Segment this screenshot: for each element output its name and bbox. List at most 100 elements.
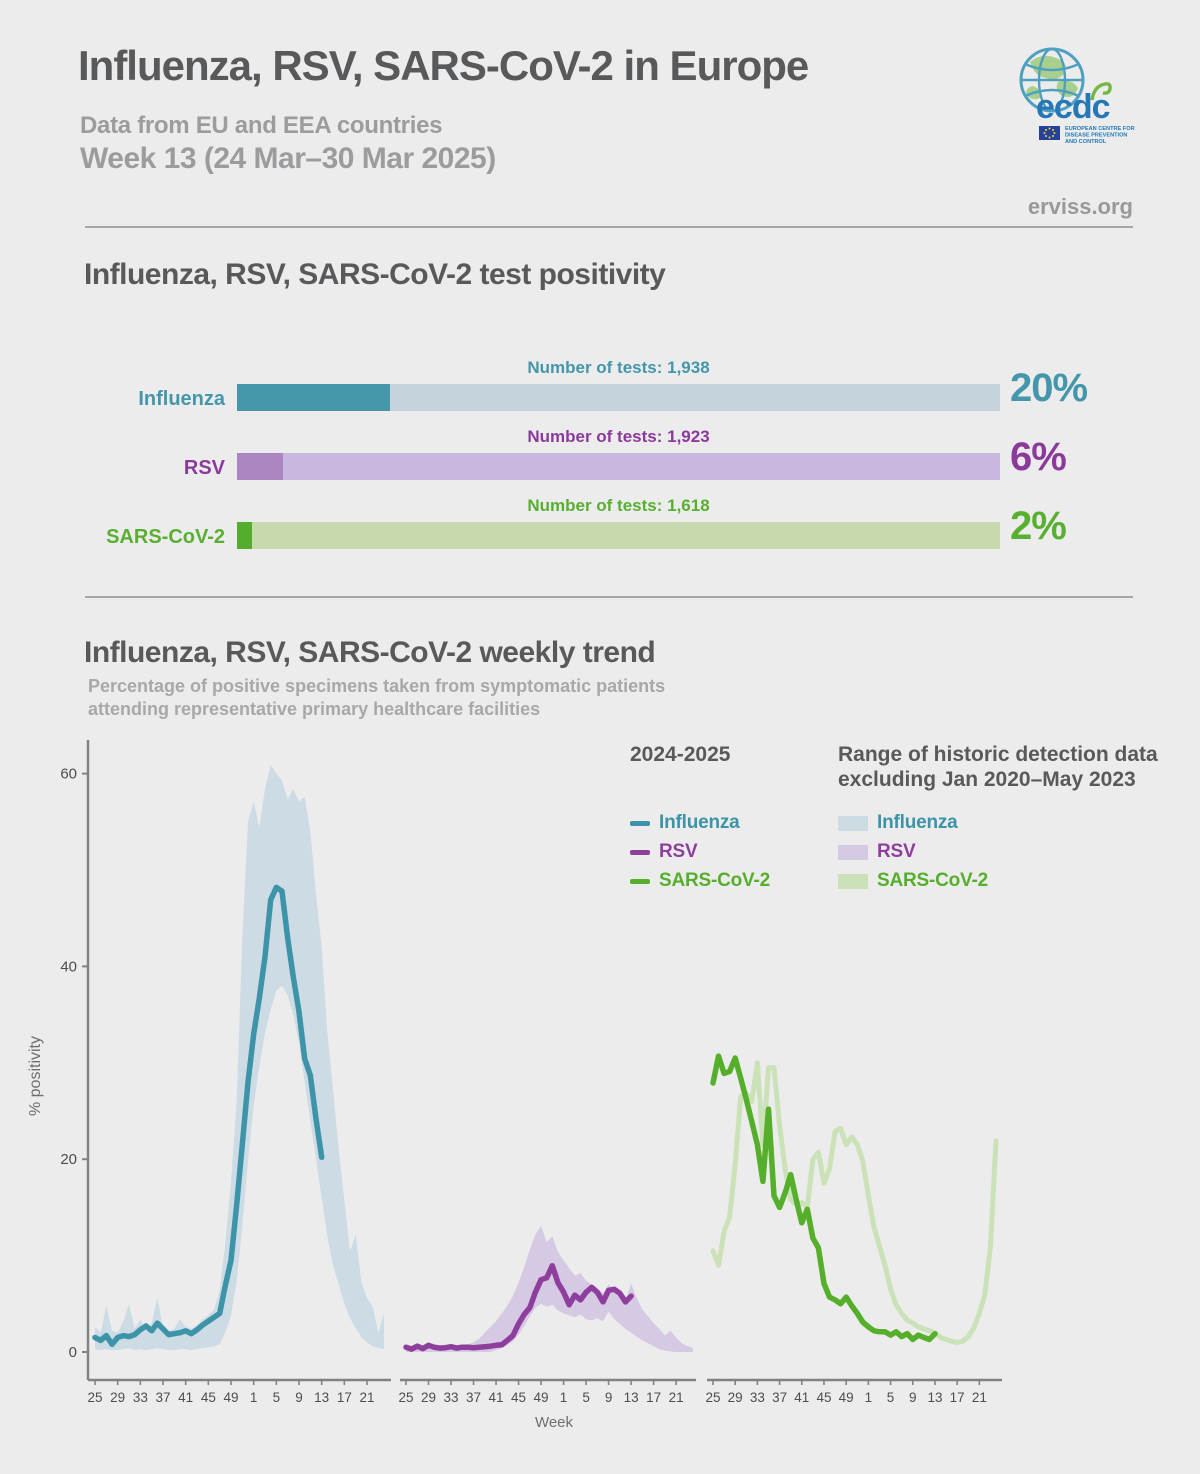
svg-text:5: 5: [582, 1390, 590, 1405]
svg-text:33: 33: [444, 1390, 459, 1405]
sars-cov-2-line-swatch: [630, 878, 650, 884]
positivity-row-rsv: Number of tests: 1,923 RSV 6%: [60, 427, 1160, 485]
rsv-line-swatch: [630, 849, 650, 855]
svg-text:37: 37: [772, 1390, 787, 1405]
legend-historic-sars-cov-2: SARS-CoV-2: [838, 870, 988, 892]
legend-historic-influenza: Influenza: [838, 812, 958, 834]
percent-value: 20%: [1010, 366, 1088, 410]
positivity-bar-fill: [237, 453, 283, 480]
rsv-band-swatch: [838, 844, 868, 860]
virus-label: SARS-CoV-2: [106, 526, 225, 548]
svg-text:AND CONTROL: AND CONTROL: [1065, 139, 1107, 145]
ecdc-logo: ecdc EUROPEAN CENTRE FOR DISEASE PREVENT…: [1019, 47, 1135, 145]
svg-text:17: 17: [646, 1390, 661, 1405]
svg-text:0: 0: [69, 1344, 77, 1361]
svg-text:25: 25: [87, 1390, 102, 1405]
svg-text:5: 5: [273, 1390, 281, 1405]
trend-section-title: Influenza, RSV, SARS-CoV-2 weekly trend: [84, 636, 656, 669]
svg-text:21: 21: [359, 1390, 374, 1405]
svg-text:45: 45: [511, 1390, 526, 1405]
svg-text:9: 9: [295, 1390, 303, 1405]
ecdc-logo-text: ecdc: [1036, 88, 1110, 126]
legend-current-influenza: Influenza: [630, 812, 740, 834]
svg-text:13: 13: [927, 1390, 942, 1405]
positivity-section-title: Influenza, RSV, SARS-CoV-2 test positivi…: [84, 258, 666, 291]
svg-text:17: 17: [950, 1390, 965, 1405]
svg-text:49: 49: [223, 1390, 238, 1405]
virus-label: Influenza: [138, 388, 225, 410]
svg-text:41: 41: [794, 1390, 809, 1405]
legend-historic-rsv: RSV: [838, 841, 916, 863]
legend-historic-title: Range of historic detection data excludi…: [838, 743, 1158, 791]
svg-text:29: 29: [421, 1390, 436, 1405]
svg-text:25: 25: [705, 1390, 720, 1405]
svg-text:33: 33: [133, 1390, 148, 1405]
page-title: Influenza, RSV, SARS-CoV-2 in Europe: [78, 42, 809, 89]
influenza-line-swatch: [630, 820, 650, 826]
positivity-bar-track: [237, 453, 1000, 480]
positivity-bar-track: [237, 522, 1000, 549]
svg-text:33: 33: [750, 1390, 765, 1405]
svg-text:29: 29: [110, 1390, 125, 1405]
svg-text:21: 21: [972, 1390, 987, 1405]
svg-text:37: 37: [155, 1390, 170, 1405]
trend-subtitle-line2: attending representative primary healthc…: [88, 699, 541, 719]
svg-text:Week: Week: [535, 1414, 574, 1431]
globe-icon: [1019, 47, 1085, 113]
positivity-row-influenza: Number of tests: 1,938 Influenza 20%: [60, 358, 1160, 416]
virus-label: RSV: [183, 457, 225, 479]
erviss-site-link[interactable]: erviss.org: [1027, 194, 1133, 219]
svg-text:40: 40: [60, 958, 77, 975]
svg-text:20: 20: [60, 1151, 77, 1168]
svg-text:1: 1: [250, 1390, 258, 1405]
header-divider: [85, 226, 1133, 228]
svg-text:41: 41: [489, 1390, 504, 1405]
eu-flag-icon: [1039, 126, 1060, 140]
sars-cov-2-band-swatch: [838, 873, 868, 889]
svg-text:29: 29: [728, 1390, 743, 1405]
positivity-bar-track: [237, 384, 1000, 411]
svg-text:49: 49: [839, 1390, 854, 1405]
legend-current-title: 2024-2025: [630, 743, 731, 766]
svg-text:EUROPEAN CENTRE FOR: EUROPEAN CENTRE FOR: [1065, 126, 1135, 132]
svg-text:5: 5: [887, 1390, 895, 1405]
svg-text:17: 17: [337, 1390, 352, 1405]
tests-count-label: Number of tests: 1,938: [527, 358, 710, 377]
logo-leaf-accent: [1090, 82, 1112, 101]
svg-text:25: 25: [398, 1390, 413, 1405]
svg-text:21: 21: [669, 1390, 684, 1405]
svg-text:1: 1: [560, 1390, 568, 1405]
svg-text:9: 9: [909, 1390, 917, 1405]
svg-text:1: 1: [865, 1390, 873, 1405]
svg-text:13: 13: [314, 1390, 329, 1405]
trend-subtitle-line1: Percentage of positive specimens taken f…: [88, 676, 666, 696]
percent-value: 2%: [1010, 504, 1067, 548]
tests-count-label: Number of tests: 1,923: [527, 427, 710, 446]
svg-text:41: 41: [178, 1390, 193, 1405]
logo-org-name: EUROPEAN CENTRE FOR DISEASE PREVENTION A…: [1065, 126, 1135, 145]
svg-text:13: 13: [624, 1390, 639, 1405]
legend-current-sars-cov-2: SARS-CoV-2: [630, 870, 770, 892]
influenza-band-swatch: [838, 815, 868, 831]
tests-count-label: Number of tests: 1,618: [527, 496, 710, 515]
svg-text:49: 49: [534, 1390, 549, 1405]
subtitle-week: Week 13 (24 Mar–30 Mar 2025): [80, 142, 496, 175]
historic-range-bands: [95, 764, 999, 1352]
svg-text:60: 60: [60, 766, 77, 783]
svg-text:37: 37: [466, 1390, 481, 1405]
svg-text:45: 45: [201, 1390, 216, 1405]
positivity-bar-fill: [237, 384, 390, 411]
positivity-bar-fill: [237, 522, 253, 549]
percent-value: 6%: [1010, 435, 1067, 479]
svg-text:9: 9: [605, 1390, 613, 1405]
svg-text:45: 45: [816, 1390, 831, 1405]
subtitle-data-source: Data from EU and EEA countries: [80, 112, 443, 139]
legend-current-rsv: RSV: [630, 841, 698, 863]
section-divider: [85, 596, 1133, 598]
svg-text:% positivity: % positivity: [27, 1036, 44, 1116]
current-season-lines: [92, 884, 938, 1352]
chart-axes: [82, 740, 1002, 1385]
